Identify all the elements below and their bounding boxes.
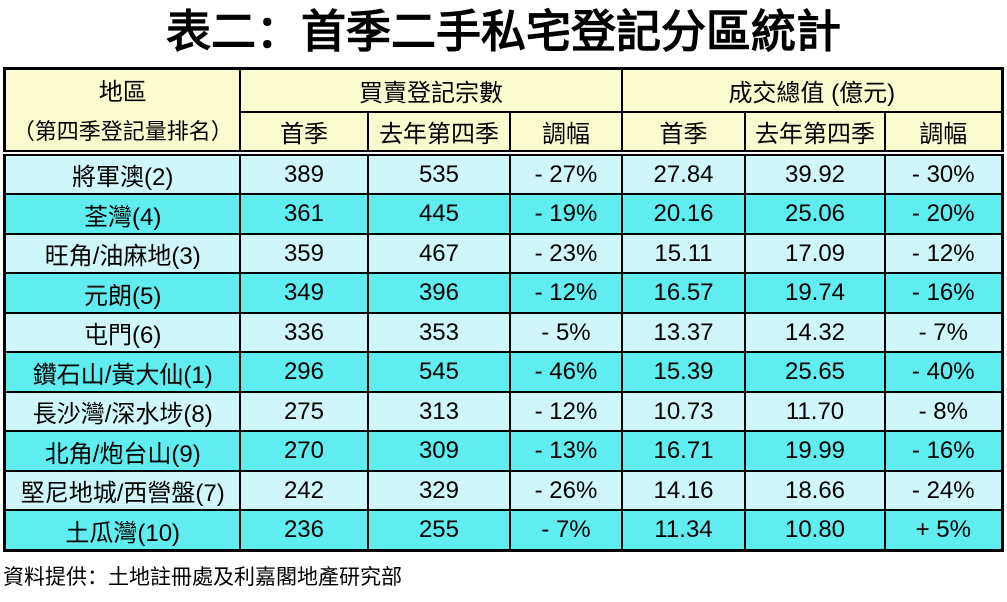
sales-q1-cell: 242 — [238, 469, 369, 512]
sales-q1-cell: 296 — [238, 351, 369, 393]
header-group-row: 地區 （第四季登記量排名） 買賣登記宗數 成交總值 (億元) — [3, 67, 1004, 156]
sales-prev-q4-cell: 545 — [366, 351, 511, 393]
value-q1-cell: 20.16 — [621, 193, 746, 235]
value-prev-q4-cell: 39.92 — [744, 151, 886, 196]
value-q1-cell: 13.37 — [621, 311, 746, 354]
sales-change-cell: - 7% — [508, 509, 624, 552]
region-cell: 堅尼地城/西營盤(7) — [3, 469, 241, 512]
subheader-sales-prev-q4: 去年第四季 — [366, 110, 511, 156]
table-row: 荃灣(4) 361 445 - 19% 20.16 25.06 - 20% — [3, 193, 1004, 235]
sales-change-cell: - 5% — [508, 311, 624, 354]
region-cell: 長沙灣/深水埗(8) — [3, 390, 241, 433]
sales-change-cell: - 19% — [508, 193, 624, 235]
value-change-cell: - 30% — [883, 151, 1004, 196]
region-cell: 荃灣(4) — [3, 193, 241, 235]
sales-q1-cell: 270 — [238, 430, 369, 472]
value-change-cell: - 12% — [883, 232, 1004, 275]
table-header: 地區 （第四季登記量排名） 買賣登記宗數 成交總值 (億元) 首季 去年第四季 … — [3, 67, 1004, 156]
value-q1-cell: 15.11 — [621, 232, 746, 275]
table-row: 鑽石山/黃大仙(1) 296 545 - 46% 15.39 25.65 - 4… — [3, 351, 1004, 393]
sales-change-cell: - 26% — [508, 469, 624, 512]
value-prev-q4-cell: 11.70 — [744, 390, 886, 433]
value-prev-q4-cell: 18.66 — [744, 469, 886, 512]
region-cell: 鑽石山/黃大仙(1) — [3, 351, 241, 393]
table-row: 堅尼地城/西營盤(7) 242 329 - 26% 14.16 18.66 - … — [3, 469, 1004, 512]
table-row: 北角/炮台山(9) 270 309 - 13% 16.71 19.99 - 16… — [3, 430, 1004, 472]
sales-prev-q4-cell: 329 — [366, 469, 511, 512]
value-q1-cell: 14.16 — [621, 469, 746, 512]
value-q1-cell: 15.39 — [621, 351, 746, 393]
value-change-cell: - 7% — [883, 311, 1004, 354]
sales-q1-cell: 389 — [238, 151, 369, 196]
region-cell: 屯門(6) — [3, 311, 241, 354]
sales-change-cell: - 13% — [508, 430, 624, 472]
subheader-sales-q1: 首季 — [238, 110, 369, 156]
value-change-cell: - 16% — [883, 272, 1004, 314]
subheader-sales-change: 調幅 — [508, 110, 624, 156]
page: 表二：首季二手私宅登記分區統計 地區 （第四季登記量排名） 買賣登記宗數 成交總… — [0, 6, 1007, 591]
value-q1-cell: 10.73 — [621, 390, 746, 433]
header-sub-row: 首季 去年第四季 調幅 首季 去年第四季 調幅 — [5, 110, 1004, 156]
value-prev-q4-cell: 10.80 — [744, 509, 886, 552]
sales-change-cell: - 23% — [508, 232, 624, 275]
sales-prev-q4-cell: 309 — [366, 430, 511, 472]
region-header-line1: 地區 — [98, 79, 147, 107]
page-title: 表二：首季二手私宅登記分區統計 — [165, 6, 841, 57]
group-header-sales-count: 買賣登記宗數 — [238, 67, 624, 113]
table-row: 元朗(5) 349 396 - 12% 16.57 19.74 - 16% — [3, 272, 1004, 314]
sales-q1-cell: 349 — [238, 272, 369, 314]
sales-q1-cell: 236 — [238, 509, 369, 552]
sales-prev-q4-cell: 445 — [366, 193, 511, 235]
group-header-total-value: 成交總值 (億元) — [620, 67, 1004, 113]
table-row: 旺角/油麻地(3) 359 467 - 23% 15.11 17.09 - 12… — [3, 232, 1004, 275]
region-header-line2: （第四季登記量排名） — [12, 118, 233, 144]
sales-change-cell: - 46% — [508, 351, 624, 393]
region-column-header: 地區 （第四季登記量排名） — [3, 67, 241, 156]
sales-prev-q4-cell: 535 — [366, 151, 511, 196]
value-change-cell: - 20% — [883, 193, 1004, 235]
sales-change-cell: - 12% — [508, 390, 624, 433]
sales-q1-cell: 336 — [238, 311, 369, 354]
table-row: 將軍澳(2) 389 535 - 27% 27.84 39.92 - 30% — [3, 151, 1004, 196]
sales-prev-q4-cell: 396 — [366, 272, 511, 314]
sales-prev-q4-cell: 467 — [366, 232, 511, 275]
sales-change-cell: - 27% — [508, 151, 624, 196]
source-note: 資料提供：土地註冊處及利嘉閣地產研究部 — [3, 565, 402, 589]
value-prev-q4-cell: 25.65 — [744, 351, 886, 393]
subheader-value-prev-q4: 去年第四季 — [744, 110, 886, 156]
region-cell: 元朗(5) — [3, 272, 241, 314]
sales-prev-q4-cell: 353 — [366, 311, 511, 354]
value-prev-q4-cell: 25.06 — [744, 193, 886, 235]
value-change-cell: - 24% — [883, 469, 1004, 512]
value-prev-q4-cell: 14.32 — [744, 311, 886, 354]
value-change-cell: - 40% — [883, 351, 1004, 393]
table-row: 土瓜灣(10) 236 255 - 7% 11.34 10.80 + 5% — [3, 509, 1004, 552]
sales-q1-cell: 359 — [238, 232, 369, 275]
subheader-value-q1: 首季 — [621, 110, 746, 156]
value-q1-cell: 11.34 — [621, 509, 746, 552]
value-q1-cell: 16.71 — [621, 430, 746, 472]
value-change-cell: - 16% — [883, 430, 1004, 472]
subheader-value-change: 調幅 — [883, 110, 1004, 156]
value-prev-q4-cell: 19.74 — [744, 272, 886, 314]
sales-prev-q4-cell: 255 — [366, 509, 511, 552]
table-body: 將軍澳(2) 389 535 - 27% 27.84 39.92 - 30% 荃… — [3, 151, 1004, 552]
sales-q1-cell: 361 — [238, 193, 369, 235]
sales-q1-cell: 275 — [238, 390, 369, 433]
region-cell: 土瓜灣(10) — [3, 509, 241, 552]
value-q1-cell: 16.57 — [621, 272, 746, 314]
value-change-cell: + 5% — [883, 509, 1004, 552]
value-prev-q4-cell: 17.09 — [744, 232, 886, 275]
stats-table: 地區 （第四季登記量排名） 買賣登記宗數 成交總值 (億元) 首季 去年第四季 … — [3, 66, 1004, 552]
sales-prev-q4-cell: 313 — [366, 390, 511, 433]
value-change-cell: - 8% — [883, 390, 1004, 433]
region-cell: 旺角/油麻地(3) — [3, 232, 241, 275]
table-row: 長沙灣/深水埗(8) 275 313 - 12% 10.73 11.70 - 8… — [3, 390, 1004, 433]
table-row: 屯門(6) 336 353 - 5% 13.37 14.32 - 7% — [3, 311, 1004, 354]
value-prev-q4-cell: 19.99 — [744, 430, 886, 472]
value-q1-cell: 27.84 — [621, 151, 746, 196]
region-cell: 將軍澳(2) — [3, 151, 241, 196]
region-cell: 北角/炮台山(9) — [3, 430, 241, 472]
sales-change-cell: - 12% — [508, 272, 624, 314]
